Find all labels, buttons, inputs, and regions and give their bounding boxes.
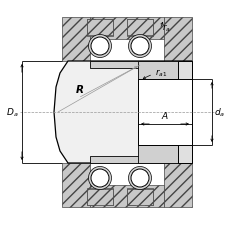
Polygon shape (105, 20, 112, 37)
Bar (90, 156, 163, 163)
Circle shape (88, 35, 111, 58)
Polygon shape (87, 188, 95, 205)
Polygon shape (62, 163, 90, 207)
Circle shape (91, 169, 109, 187)
Bar (90, 62, 163, 69)
Polygon shape (90, 18, 163, 40)
Polygon shape (90, 185, 163, 207)
Polygon shape (126, 20, 152, 36)
Bar (137, 145, 191, 163)
Polygon shape (87, 20, 112, 36)
Polygon shape (163, 163, 191, 207)
Text: r$_{a1}$: r$_{a1}$ (154, 67, 166, 78)
Bar (137, 80, 191, 145)
Polygon shape (126, 188, 134, 205)
Text: r$_a$: r$_a$ (161, 22, 170, 34)
Circle shape (128, 35, 151, 58)
Bar (137, 62, 191, 80)
Text: R: R (76, 85, 84, 94)
Polygon shape (126, 20, 134, 37)
Polygon shape (54, 62, 191, 163)
Circle shape (131, 169, 148, 187)
Polygon shape (126, 189, 152, 205)
Text: A: A (161, 112, 167, 120)
Polygon shape (87, 189, 112, 205)
Circle shape (128, 167, 151, 190)
Text: D$_a$: D$_a$ (6, 106, 19, 119)
Polygon shape (163, 18, 191, 62)
Polygon shape (144, 20, 152, 37)
Circle shape (88, 167, 111, 190)
Text: d$_a$: d$_a$ (213, 106, 224, 119)
Bar (177, 62, 191, 163)
Circle shape (91, 38, 109, 56)
Polygon shape (62, 18, 90, 62)
Polygon shape (105, 188, 112, 205)
Bar (137, 80, 191, 145)
Polygon shape (87, 20, 95, 37)
Polygon shape (144, 188, 152, 205)
Circle shape (131, 38, 148, 56)
